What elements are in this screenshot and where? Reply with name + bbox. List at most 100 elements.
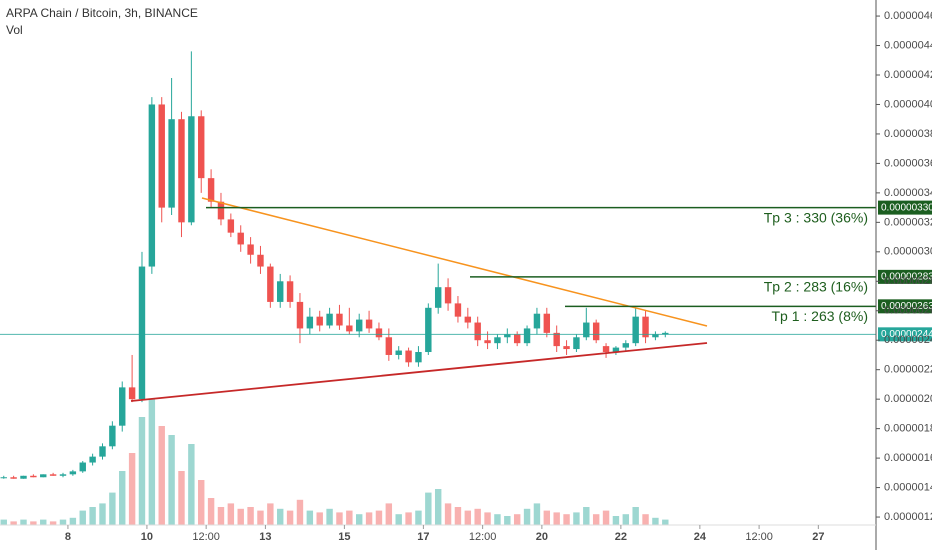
trendline-lower [130,342,708,402]
candle-body [49,474,57,476]
volume-bar [543,510,551,525]
volume-bar [207,498,215,525]
x-tick-label: 8 [65,531,71,543]
volume-bar [346,510,353,525]
volume-bar [148,399,156,525]
candle-body [277,281,284,302]
y-tick-label: 0.00000380 [884,128,932,140]
volume-bar [198,480,205,525]
x-tick-label: 24 [694,531,707,543]
candle-body [89,456,96,463]
candle-body [523,328,531,344]
volume-bar [355,514,363,525]
volume-bar [89,507,96,525]
chart-title: ARPA Chain / Bitcoin, 3h, BINANCE [6,6,198,20]
candle-body [10,477,17,479]
y-tick-label: 0.00000460 [884,10,932,22]
candle-body [59,474,67,476]
target-price-label: 0.00000263 [881,301,932,312]
y-tick-label: 0.00000320 [884,216,932,228]
trendline-upper [201,197,708,327]
candle-body [148,104,156,267]
axis-layer: 0.00000120 0.00000140 0.00000160 0.00000180… [65,10,932,543]
candle-body [375,328,383,338]
candle-body [227,219,235,233]
candle-body [592,322,600,341]
y-tick-label: 0.00000440 [884,39,932,51]
volume-bar [425,492,432,525]
candle-body [395,350,402,355]
volume-bar [474,508,481,525]
candle-body [494,337,501,344]
volume-bar [484,512,491,525]
y-tick-label: 0.00000400 [884,98,932,110]
volume-bar [592,514,600,525]
y-tick-label: 0.00000280 [884,275,932,287]
target-price-label: 0.00000283 [881,272,932,283]
candle-body [454,303,462,317]
target-text: Tp 3 : 330 (36%) [764,209,868,225]
volume-bar [257,510,264,525]
volume-bar [128,453,136,525]
y-tick-label: 0.00000180 [884,423,932,435]
candle-body [207,178,215,202]
volume-bar [405,512,412,525]
candle-body [296,301,304,329]
candle-body [178,119,185,223]
candle-body [642,316,649,338]
volume-bar [632,507,639,525]
x-tick-label: 27 [812,531,824,543]
volume-bar [652,517,659,525]
volume-bar [306,510,314,525]
x-tick-label: 17 [417,531,429,543]
y-tick-label: 0.00000420 [884,69,932,81]
y-tick-label: 0.00000160 [884,452,932,464]
target-text: Tp 2 : 283 (16%) [764,279,868,295]
y-tick-label: 0.00000240 [884,334,932,346]
candle-body [286,281,294,302]
volume-bar [286,510,294,525]
volume-bar [40,519,47,525]
volume-bar [296,499,304,525]
volume-bar [365,512,373,525]
volume-label: Vol [6,23,23,37]
candle-body [425,307,432,353]
volume-bar [267,503,274,525]
candle-body [365,319,373,329]
volume-layer [0,399,669,525]
x-tick-label: 13 [259,531,271,543]
volume-bar [69,517,77,525]
y-tick-label: 0.00000360 [884,157,932,169]
volume-bar [316,512,323,525]
candle-body [632,316,639,344]
volume-bar [227,503,235,525]
candle-body [336,313,343,326]
candle-body [316,316,323,326]
candle-body [99,446,106,457]
x-tick-label: 20 [536,531,548,543]
volume-bar [20,519,27,525]
y-tick-label: 0.00000120 [884,511,932,523]
volume-bar [79,510,86,525]
candle-body [583,322,590,338]
candle-body [602,346,610,353]
volume-bar [415,510,422,525]
volume-bar [612,516,620,525]
y-tick-label: 0.00000140 [884,481,932,493]
candle-body [553,332,560,347]
volume-bar [237,508,244,525]
candle-body [128,387,136,400]
candle-body [138,266,146,400]
candle-body [415,352,422,363]
candle-body [30,475,37,478]
candle-body [563,346,570,350]
candle-body [0,477,7,479]
volume-bar [602,510,610,525]
candle-body [405,350,412,363]
volume-bar [454,507,462,525]
candle-body [464,316,472,323]
volume-bar [533,503,541,525]
volume-bar [385,503,393,525]
